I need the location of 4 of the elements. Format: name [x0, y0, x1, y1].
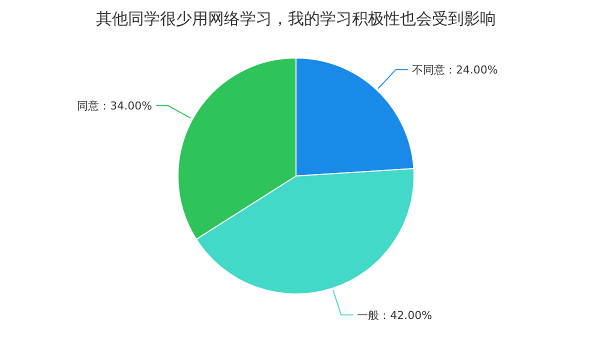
chart-title: 其他同学很少用网络学习，我的学习积极性也会受到影响 — [96, 9, 496, 28]
slice-label: 不同意：24.00% — [412, 64, 498, 77]
slice-label: 同意：34.00% — [77, 100, 152, 113]
slice-label: 一般：42.00% — [357, 308, 432, 322]
